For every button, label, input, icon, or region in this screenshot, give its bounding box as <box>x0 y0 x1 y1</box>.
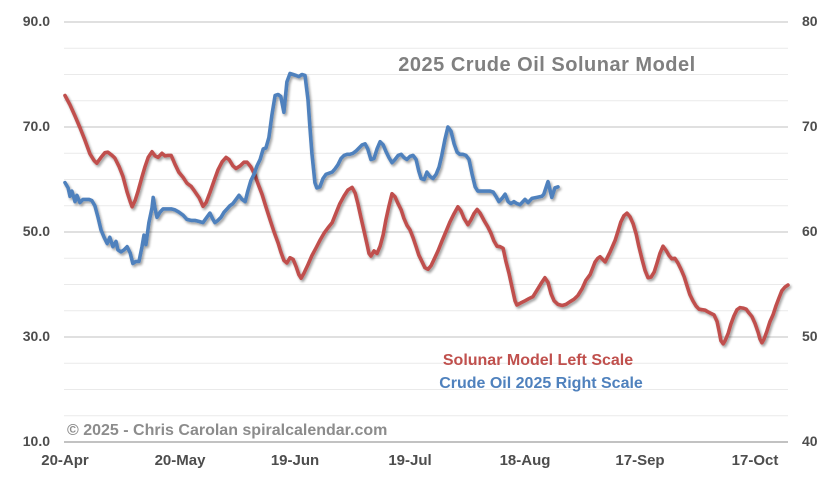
x-axis-tick-label: 19-Jun <box>270 452 320 469</box>
y-axis-right-tick-label: 70 <box>802 118 818 134</box>
gridlines <box>64 21 788 443</box>
series-lines <box>63 71 790 346</box>
y-axis-left-tick-label: 10.0 <box>22 433 50 449</box>
y-axis-right-tick-label: 40 <box>802 433 818 449</box>
y-axis-right-tick-label: 80 <box>802 13 818 29</box>
y-axis-right-tick-label: 50 <box>802 328 818 344</box>
y-axis-left-tick-label: 50.0 <box>22 223 50 239</box>
solunar-model-line <box>63 93 790 346</box>
legend-solunar-model: Solunar Model Left Scale <box>442 352 634 369</box>
legend-crude-oil: Crude Oil 2025 Right Scale <box>439 375 643 392</box>
chart-title: 2025 Crude Oil Solunar Model <box>398 54 696 76</box>
y-axis-left-tick-label: 70.0 <box>22 118 50 134</box>
x-axis-tick-label: 19-Jul <box>388 452 432 469</box>
x-axis-tick-label: 20-Apr <box>41 452 89 469</box>
x-axis-tick-label: 17-Sep <box>615 452 665 469</box>
y-axis-right-tick-label: 60 <box>802 223 818 239</box>
y-axis-left-tick-label: 30.0 <box>22 328 50 344</box>
x-axis-tick-label: 18-Aug <box>499 452 551 469</box>
y-axis-left-tick-label: 90.0 <box>22 13 50 29</box>
copyright-text: © 2025 - Chris Carolan spiralcalendar.co… <box>67 422 388 439</box>
crude-oil-line <box>63 71 560 266</box>
x-axis-tick-label: 17-Oct <box>731 452 779 469</box>
x-axis-tick-label: 20-May <box>154 452 206 469</box>
